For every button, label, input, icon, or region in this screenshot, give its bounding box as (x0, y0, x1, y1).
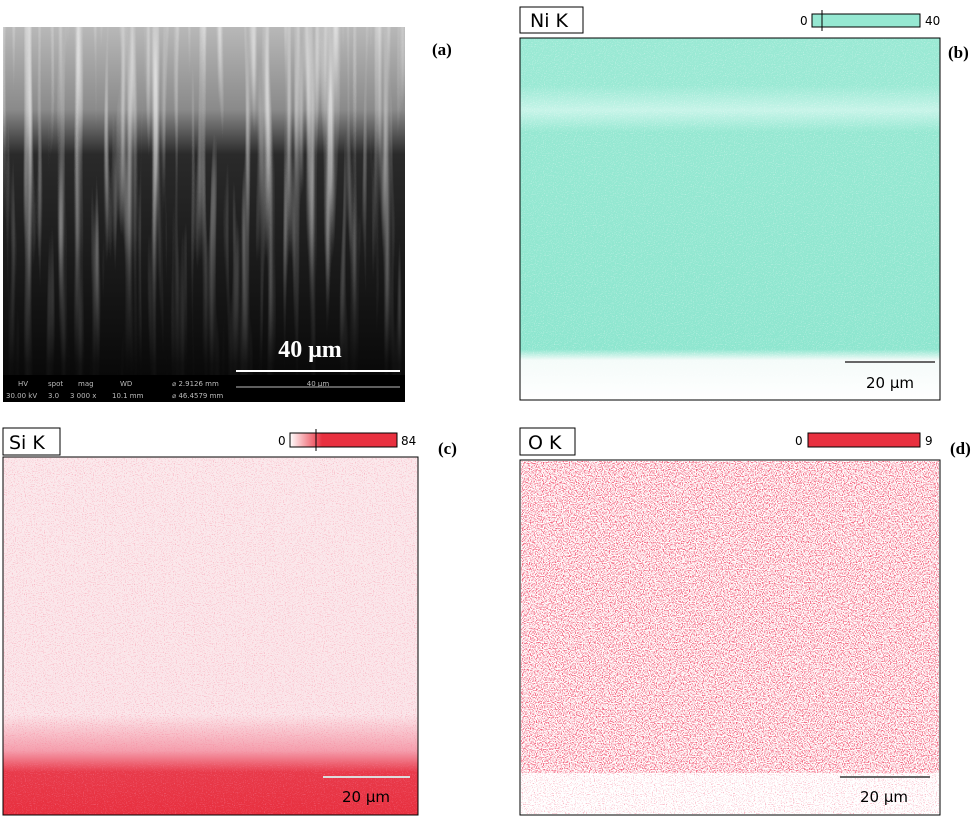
scale-min: 0 (795, 434, 803, 448)
element-box (519, 6, 584, 34)
scale-bar-label: 20 μm (866, 374, 914, 392)
color-scale (807, 432, 921, 448)
panel-label: (c) (438, 439, 457, 458)
map-noise (521, 39, 939, 399)
color-scale (289, 432, 398, 448)
color-scale (811, 13, 921, 28)
databar-field: ⌀ 2.9126 mm (172, 380, 219, 388)
map-noise (521, 461, 939, 773)
databar-bar: 40 μm (307, 380, 330, 388)
element-label: Si K (9, 432, 45, 454)
scale-min: 0 (800, 14, 808, 28)
scale-min: 0 (278, 434, 286, 448)
databar-value: 3.0 (48, 392, 59, 400)
scale-bar-label: 20 μm (342, 788, 390, 806)
databar-value: 30.00 kV (6, 392, 37, 400)
databar-value: 3 000 x (70, 392, 96, 400)
panel-label: (a) (432, 40, 452, 59)
element-box (519, 427, 576, 456)
scale-max: 40 (925, 14, 940, 28)
scale-max: 84 (401, 434, 416, 448)
databar-field: ⌀ 46.4579 mm (172, 392, 223, 400)
scale-bar-label: 20 μm (860, 788, 908, 806)
map-noise (521, 773, 939, 814)
databar-header: WD (120, 380, 132, 388)
nanowire-texture (3, 27, 405, 402)
databar-header: spot (48, 380, 63, 388)
panel-a: 40 μm HV spot mag WD 30.00 kV 3.0 3 000 … (3, 27, 452, 402)
panel-d: O K 0 9 20 μm (d) (519, 427, 971, 816)
element-label: O K (528, 432, 562, 454)
databar (3, 375, 405, 402)
databar-value: 10.1 mm (112, 392, 144, 400)
panel-c: Si K 0 84 20 μm (c) (2, 427, 457, 816)
panel-label: (d) (950, 439, 971, 458)
element-label: Ni K (530, 10, 569, 32)
scale-max: 9 (925, 434, 933, 448)
map-noise (4, 458, 417, 814)
panel-b: Ni K 0 40 20 μm (b) (519, 6, 969, 401)
databar-header: HV (18, 380, 28, 388)
scale-bar-label: 40 μm (278, 337, 342, 363)
databar-header: mag (78, 380, 94, 388)
element-box (2, 427, 61, 456)
panel-label: (b) (948, 43, 969, 62)
